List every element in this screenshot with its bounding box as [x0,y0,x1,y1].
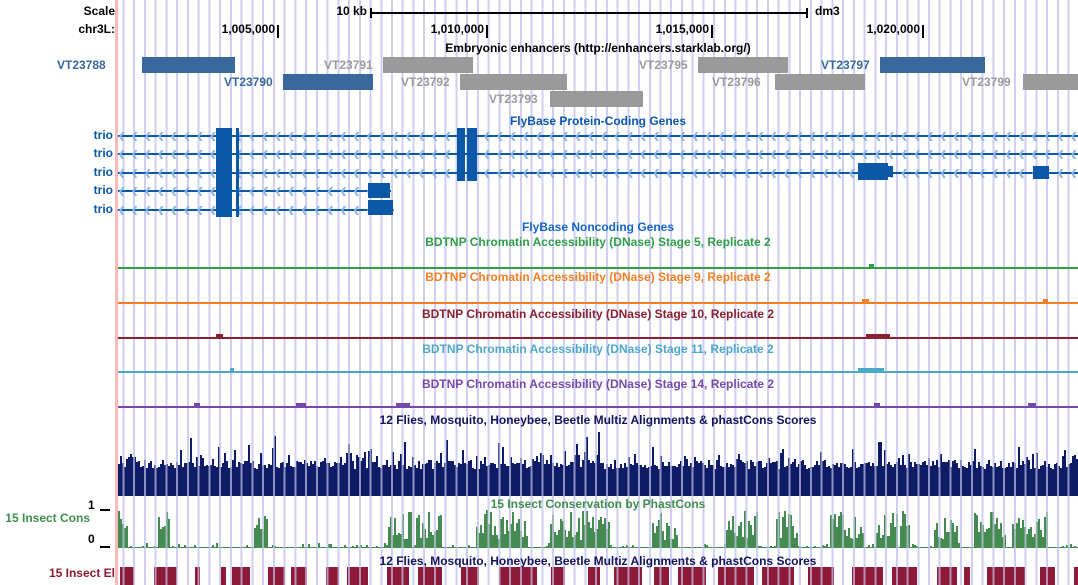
enhancer-box[interactable] [460,74,567,90]
gridline-overlay-phastcons [118,510,1078,548]
track-title-bdtnp[interactable]: BDTNP Chromatin Accessibility (DNase) St… [425,270,771,284]
enhancer-box[interactable] [775,74,865,90]
gene-exon[interactable] [467,128,477,181]
enhancer-label: VT23795 [639,58,688,72]
enhancer-box[interactable] [142,57,235,73]
enhancer-label: VT23793 [489,92,538,106]
gene-exon[interactable] [1033,166,1049,179]
coordinate-tick [486,25,488,38]
scale-bar-line [370,12,807,14]
coordinate-label: 1,010,000 [430,22,484,36]
bdtnp-signal-peak [194,403,200,408]
gene-name-label: trio [93,202,113,216]
gridline-overlay-multiz [118,430,1078,496]
bdtnp-signal-peak [874,403,880,408]
coordinate-tick [277,25,279,38]
gene-name-label: trio [93,146,113,160]
gene-exon[interactable] [216,128,232,217]
track-title-bdtnp[interactable]: BDTNP Chromatin Accessibility (DNase) St… [425,235,771,249]
enhancer-box[interactable] [1023,74,1078,90]
enhancer-label: VT23799 [962,75,1011,89]
bdtnp-signal-peak [230,368,234,373]
enhancer-label: VT23797 [821,58,870,72]
bdtnp-signal-line[interactable] [118,302,1078,304]
insect-el-track-label[interactable]: 15 Insect El [48,566,115,580]
coordinate-label: 1,020,000 [866,22,920,36]
gene-name-label: trio [93,128,113,142]
enhancer-label: VT23792 [401,75,450,89]
gridline-overlay-elements [118,567,1078,585]
enhancer-box[interactable] [880,57,985,73]
bdtnp-signal-line[interactable] [118,267,1078,269]
bdtnp-signal-peak [866,334,890,339]
gene-intron-line[interactable] [118,135,1078,137]
insect-cons-track-label[interactable]: 15 Insect Cons [5,511,90,525]
bdtnp-signal-line[interactable] [118,337,1078,339]
track-title-phastcons[interactable]: 15 Insect Conservation by PhastCons [490,497,706,511]
gene-name-label: trio [93,165,113,179]
track-title-multiz-top[interactable]: 12 Flies, Mosquito, Honeybee, Beetle Mul… [379,413,817,427]
bdtnp-signal-peak [1043,299,1048,304]
coordinate-tick [922,25,924,38]
coordinate-label: 1,005,000 [221,22,275,36]
gene-name-label: trio [93,183,113,197]
axis-max-label: 1 [88,498,95,512]
bdtnp-signal-peak [296,403,306,408]
track-title-embryonic-enhancers[interactable]: Embryonic enhancers (http://enhancers.st… [445,41,751,55]
track-title-bdtnp[interactable]: BDTNP Chromatin Accessibility (DNase) St… [421,377,775,391]
enhancer-box[interactable] [550,91,643,107]
bdtnp-signal-line[interactable] [118,371,1078,373]
gene-intron-line[interactable] [118,209,394,211]
enhancer-label: VT23796 [712,75,761,89]
gene-strand-arrows-icon: ❮❮❮❮❮❮❮❮❮❮❮❮❮❮❮❮❮❮❮❮❮❮❮❮❮❮❮❮❮❮❮❮❮❮❮❮❮❮❮❮… [118,149,1078,159]
enhancer-label: VT23791 [324,58,373,72]
coordinate-label: 1,015,000 [655,22,709,36]
track-title-flybase-noncoding[interactable]: FlyBase Noncoding Genes [521,220,675,234]
enhancer-box[interactable] [283,74,373,90]
track-title-flybase-protein-coding[interactable]: FlyBase Protein-Coding Genes [509,114,687,128]
gene-exon[interactable] [368,183,390,198]
bdtnp-signal-peak [862,299,869,304]
scale-value: 10 kb [336,4,367,18]
bdtnp-signal-peak [858,368,884,373]
gene-intron-line[interactable] [118,190,391,192]
axis-min-label: 0 [88,532,95,546]
gene-intron-line[interactable] [118,172,1078,174]
chromosome-label: chr3L: [78,22,115,36]
assembly-label: dm3 [815,4,840,18]
track-title-multiz-bottom[interactable]: 12 Flies, Mosquito, Honeybee, Beetle Mul… [379,554,817,568]
gene-exon[interactable] [457,128,465,181]
track-title-bdtnp[interactable]: BDTNP Chromatin Accessibility (DNase) St… [422,342,774,356]
bdtnp-signal-peak [216,334,223,339]
bdtnp-signal-line[interactable] [118,406,1078,408]
gene-strand-arrows-icon: ❮❮❮❮❮❮❮❮❮❮❮❮❮❮❮❮❮❮❮❮❮❮❮❮❮ [118,186,391,196]
track-start-guideline [115,0,118,585]
gene-exon[interactable] [236,128,239,217]
enhancer-label: VT23788 [57,58,106,72]
axis-min-tick [100,546,110,548]
enhancer-label: VT23790 [224,75,273,89]
axis-max-tick [100,509,110,511]
gene-exon[interactable] [888,166,893,177]
enhancer-box[interactable] [698,57,788,73]
bdtnp-signal-peak [1028,403,1036,408]
gene-exon[interactable] [368,200,393,215]
scale-bar-tick-left [370,8,372,18]
bdtnp-signal-peak [396,403,410,408]
gene-exon[interactable] [858,163,888,180]
track-title-bdtnp[interactable]: BDTNP Chromatin Accessibility (DNase) St… [421,307,775,321]
bdtnp-signal-peak [869,264,874,269]
scale-bar-tick-right [806,8,808,18]
coordinate-tick [711,25,713,38]
gene-strand-arrows-icon: ❮❮❮❮❮❮❮❮❮❮❮❮❮❮❮❮❮❮❮❮❮❮❮❮❮ [118,205,394,215]
gene-intron-line[interactable] [118,153,1078,155]
gene-strand-arrows-icon: ❮❮❮❮❮❮❮❮❮❮❮❮❮❮❮❮❮❮❮❮❮❮❮❮❮❮❮❮❮❮❮❮❮❮❮❮❮❮❮❮… [118,168,1078,178]
enhancer-box[interactable] [383,57,473,73]
scale-label: Scale [83,4,115,18]
gene-strand-arrows-icon: ❮❮❮❮❮❮❮❮❮❮❮❮❮❮❮❮❮❮❮❮❮❮❮❮❮❮❮❮❮❮❮❮❮❮❮❮❮❮❮❮… [118,131,1078,141]
